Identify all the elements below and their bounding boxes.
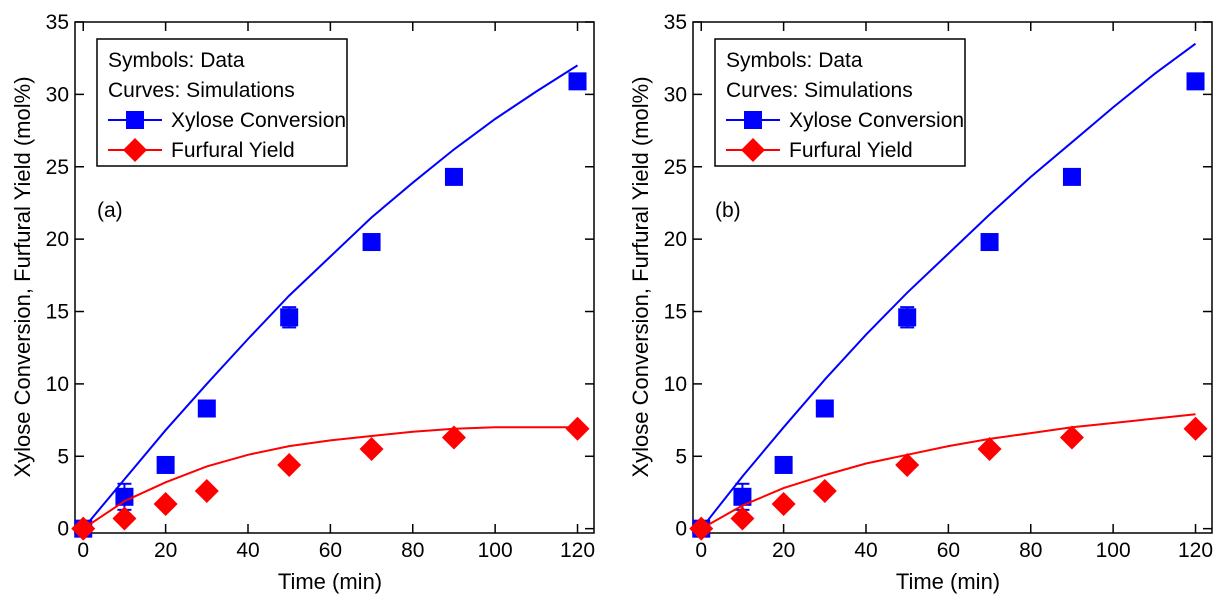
plot-area: 0 20 40 60 80 100 120 0 5 10 15 20 25 30 35 (664, 11, 1213, 562)
panel-label: (b) (715, 199, 741, 222)
plot-area: 0 20 40 60 80 100 120 0 5 10 15 20 25 30 35 (46, 11, 595, 562)
y-tick-label: 35 (46, 11, 69, 34)
legend-marker (126, 111, 144, 129)
x-tick-label: 20 (154, 539, 177, 562)
legend: Symbols: Data Curves: Simulations Xylose… (714, 38, 966, 167)
x-tick-label: 80 (401, 539, 424, 562)
x-tick-label: 60 (319, 539, 342, 562)
data-point-furfural (153, 492, 178, 517)
legend-swatch-xylose (108, 111, 162, 129)
x-tick-label: 100 (1096, 539, 1131, 562)
legend-label-furfural: Furfural Yield (789, 139, 913, 162)
y-tick-label: 15 (46, 301, 69, 324)
data-point-furfural (565, 416, 590, 441)
data-point-furfural (277, 452, 302, 477)
data-point-xylose (1062, 167, 1081, 186)
data-point-xylose (733, 487, 752, 506)
data-point-xylose (815, 399, 834, 418)
data-point-furfural (812, 479, 837, 504)
data-point-xylose (898, 308, 917, 327)
y-tick-label: 10 (46, 373, 69, 396)
simulation-curve-xylose (700, 42, 1197, 530)
legend-note-symbols: Symbols: Data (108, 49, 245, 72)
legend-marker (741, 138, 765, 162)
data-point-furfural (71, 516, 96, 541)
legend-swatch-xylose (726, 111, 780, 129)
data-point-furfural (359, 437, 384, 462)
x-tick-label: 120 (560, 539, 595, 562)
data-point-xylose (568, 72, 587, 91)
panel-label: (a) (97, 199, 123, 222)
y-tick-label: 5 (57, 445, 69, 468)
data-point-furfural (895, 452, 920, 477)
y-tick-label: 5 (675, 445, 687, 468)
y-axis-title: Xylose Conversion, Furfural Yield (mol%) (10, 76, 35, 477)
y-tick-label: 20 (46, 228, 69, 251)
data-point-xylose (156, 455, 175, 474)
y-tick-label: 35 (664, 11, 687, 34)
y-axis-title: Xylose Conversion, Furfural Yield (mol%) (628, 76, 653, 477)
plot-frame (74, 21, 595, 534)
data-point-xylose (444, 167, 463, 186)
chart-panel-b: Xylose Conversion, Furfural Yield (mol%)… (628, 11, 1213, 594)
legend: Symbols: Data Curves: Simulations Xylose… (96, 38, 348, 167)
y-tick-label: 30 (664, 83, 687, 106)
legend-note-curves: Curves: Simulations (726, 79, 913, 102)
data-point-furfural (771, 492, 796, 517)
data-point-furfural (689, 516, 714, 541)
y-tick-label: 0 (675, 518, 687, 541)
plot-frame (692, 21, 1213, 534)
data-point-furfural (1183, 416, 1208, 441)
x-tick-label: 0 (695, 539, 707, 562)
y-tick-label: 25 (46, 156, 69, 179)
legend-label-xylose: Xylose Conversion (171, 109, 346, 132)
x-tick-label: 40 (236, 539, 259, 562)
data-point-xylose (280, 308, 299, 327)
legend-label-furfural: Furfural Yield (171, 139, 295, 162)
x-axis-title: Time (min) (896, 569, 1000, 594)
data-point-furfural (441, 425, 466, 450)
data-point-xylose (115, 487, 134, 506)
x-tick-label: 0 (77, 539, 89, 562)
chart-panel-a: Xylose Conversion, Furfural Yield (mol%)… (10, 11, 595, 594)
simulation-curve-furfural (82, 426, 578, 530)
data-point-xylose (362, 233, 381, 252)
data-point-furfural (730, 506, 755, 531)
y-tick-label: 25 (664, 156, 687, 179)
x-tick-label: 80 (1019, 539, 1042, 562)
x-tick-label: 40 (854, 539, 877, 562)
y-tick-label: 0 (57, 518, 69, 541)
data-point-furfural (112, 506, 137, 531)
y-tick-label: 30 (46, 83, 69, 106)
x-tick-label: 100 (478, 539, 513, 562)
data-point-furfural (194, 479, 219, 504)
x-tick-label: 60 (937, 539, 960, 562)
y-tick-label: 10 (664, 373, 687, 396)
x-tick-label: 120 (1178, 539, 1213, 562)
legend-label-xylose: Xylose Conversion (789, 109, 964, 132)
simulation-curve-furfural (700, 413, 1196, 530)
data-point-xylose (197, 399, 216, 418)
legend-note-symbols: Symbols: Data (726, 49, 863, 72)
x-tick-label: 20 (772, 539, 795, 562)
x-axis-title: Time (min) (278, 569, 382, 594)
data-point-furfural (1059, 425, 1084, 450)
y-tick-label: 15 (664, 301, 687, 324)
simulation-curve-xylose (82, 64, 579, 530)
legend-swatch-furfural (726, 138, 780, 162)
data-point-xylose (774, 455, 793, 474)
data-point-xylose (1186, 72, 1205, 91)
legend-note-curves: Curves: Simulations (108, 79, 295, 102)
y-tick-label: 20 (664, 228, 687, 251)
data-point-xylose (980, 233, 999, 252)
legend-marker (123, 138, 147, 162)
legend-swatch-furfural (108, 138, 162, 162)
legend-marker (744, 111, 762, 129)
data-point-furfural (977, 437, 1002, 462)
